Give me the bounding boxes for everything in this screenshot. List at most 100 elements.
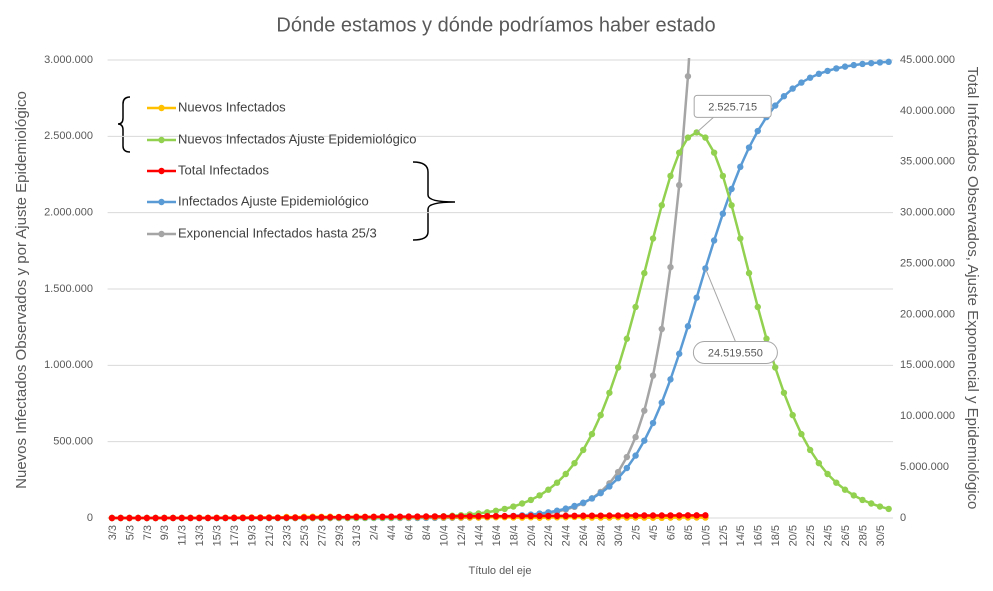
data-point: [710, 149, 718, 156]
data-point: [580, 446, 587, 454]
data-point: [553, 479, 561, 486]
y2-tick-label: 15.000.000: [900, 359, 955, 371]
x-tick-label: 12/5: [718, 525, 730, 546]
data-point: [571, 459, 578, 467]
data-point: [780, 93, 788, 100]
data-point: [571, 502, 578, 510]
data-point: [606, 483, 613, 490]
data-point: [213, 514, 220, 522]
data-point: [658, 325, 665, 333]
x-tick-label: 9/3: [159, 525, 171, 540]
x-tick-label: 17/3: [229, 525, 241, 546]
data-point: [606, 512, 613, 519]
data-point: [667, 376, 674, 383]
data-point: [850, 492, 857, 499]
data-point: [230, 514, 238, 522]
data-point: [798, 430, 805, 438]
y2-tick-label: 10.000.000: [900, 410, 955, 422]
y2-tick-label: 5.000.000: [900, 461, 949, 473]
x-tick-label: 6/4: [404, 525, 416, 540]
data-point: [676, 350, 683, 357]
legend-label: Total Infectados: [178, 162, 270, 177]
legend-label: Exponencial Infectados hasta 25/3: [178, 225, 377, 240]
data-point: [248, 514, 255, 522]
legend-brace: [412, 161, 456, 241]
data-point: [492, 507, 500, 514]
data-point: [274, 514, 281, 521]
data-point: [361, 513, 369, 521]
data-point: [484, 512, 491, 520]
data-point: [649, 512, 657, 519]
data-point: [806, 446, 814, 454]
data-point: [868, 500, 875, 507]
data-point: [536, 512, 543, 520]
data-point: [134, 514, 142, 522]
legend-swatch-marker: [158, 167, 165, 175]
data-point: [632, 452, 639, 459]
data-point: [772, 102, 779, 109]
x-tick-label: 26/5: [840, 525, 852, 546]
legend-swatch-marker: [158, 198, 165, 206]
data-point: [876, 503, 884, 510]
data-label: 2.525.715: [708, 101, 757, 113]
data-point: [885, 505, 892, 513]
data-point: [772, 364, 779, 371]
y-tick-label: 1.000.000: [44, 359, 93, 371]
x-tick-label: 4/4: [386, 525, 398, 540]
x-tick-label: 22/5: [805, 525, 817, 546]
y2-tick-label: 45.000.000: [900, 54, 955, 66]
data-point: [641, 437, 648, 444]
y2-tick-label: 25.000.000: [900, 257, 955, 269]
data-point: [527, 512, 535, 520]
data-point: [562, 505, 569, 512]
y2-tick-label: 35.000.000: [900, 156, 955, 168]
data-point: [422, 513, 430, 520]
data-point: [152, 514, 159, 522]
x-tick-label: 22/4: [543, 525, 555, 546]
x-tick-label: 11/3: [177, 525, 189, 546]
data-point: [693, 294, 700, 301]
data-point: [326, 514, 334, 521]
data-point: [536, 492, 543, 499]
x-tick-label: 30/4: [613, 525, 625, 546]
data-point: [318, 514, 325, 521]
x-axis-title: Título del eje: [469, 565, 532, 577]
callout-leader: [704, 268, 736, 342]
legend-swatch-marker: [158, 104, 165, 112]
data-point: [833, 479, 840, 486]
x-tick-label: 10/4: [438, 525, 450, 546]
x-tick-label: 8/5: [683, 525, 695, 540]
data-point: [527, 496, 535, 504]
data-point: [702, 265, 709, 272]
legend-label: Infectados Ajuste Epidemiológico: [178, 193, 369, 208]
data-point: [518, 512, 526, 520]
data-point: [510, 503, 517, 510]
x-tick-label: 7/3: [142, 525, 154, 540]
y-tick-label: 1.500.000: [44, 283, 93, 295]
data-point: [676, 181, 683, 189]
x-tick-label: 5/3: [124, 525, 136, 540]
data-point: [728, 202, 735, 209]
data-point: [257, 514, 264, 521]
x-tick-label: 24/4: [561, 525, 573, 546]
x-tick-label: 14/4: [473, 525, 485, 546]
data-label: 24.519.550: [708, 347, 763, 359]
x-tick-label: 28/4: [596, 525, 608, 546]
x-tick-label: 24/5: [822, 525, 834, 546]
data-point: [597, 489, 604, 497]
data-point: [684, 512, 692, 519]
x-tick-label: 2/5: [630, 525, 642, 540]
data-point: [632, 303, 639, 311]
x-tick-label: 18/4: [508, 525, 520, 546]
legend-label: Nuevos Infectados Ajuste Epidemiológico: [178, 131, 416, 146]
data-point: [841, 486, 849, 493]
y2-tick-label: 0: [900, 512, 906, 524]
data-point: [178, 514, 185, 522]
data-point: [623, 512, 631, 519]
data-point: [850, 61, 857, 69]
data-point: [370, 513, 377, 521]
data-point: [824, 470, 831, 478]
data-point: [501, 505, 508, 513]
data-point: [300, 514, 308, 521]
